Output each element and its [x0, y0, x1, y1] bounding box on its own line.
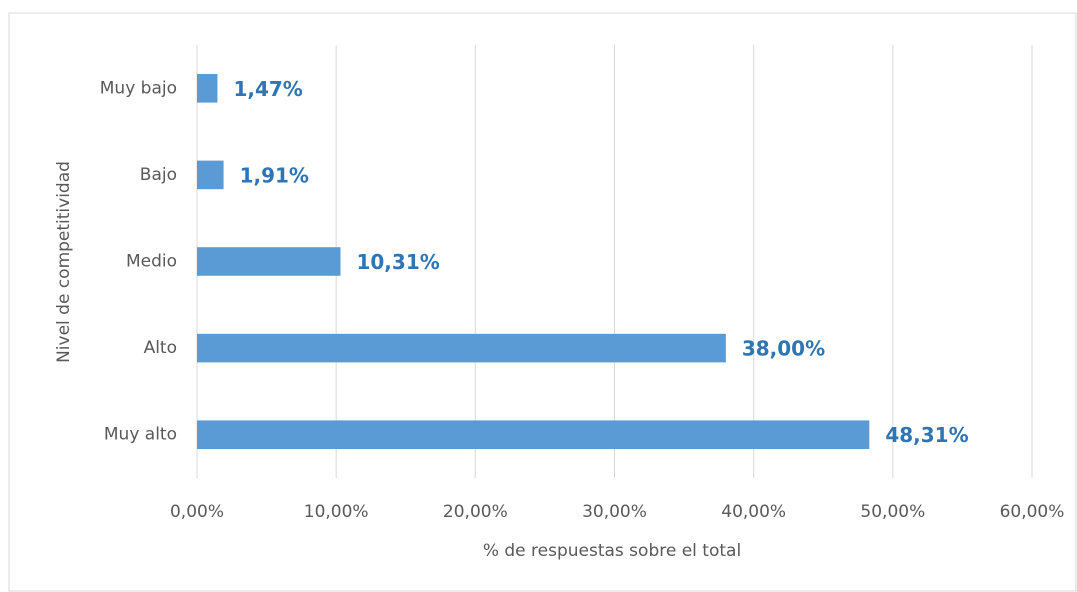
- x-tick-label: 20,00%: [443, 502, 508, 522]
- x-tick-label: 10,00%: [304, 502, 369, 522]
- y-tick-label: Muy bajo: [100, 78, 177, 98]
- data-label: 38,00%: [742, 337, 825, 361]
- y-tick-label: Medio: [126, 252, 177, 272]
- bar: [197, 333, 726, 363]
- bar: [197, 420, 870, 449]
- x-tick-label: 50,00%: [860, 502, 925, 522]
- x-tick-label: 40,00%: [721, 502, 786, 522]
- y-tick-label: Alto: [144, 338, 177, 358]
- x-axis-title: % de respuestas sobre el total: [483, 541, 741, 561]
- bar: [197, 247, 341, 276]
- y-tick-label: Bajo: [140, 165, 177, 185]
- x-tick-label: 0,00%: [170, 502, 224, 522]
- data-label: 48,31%: [885, 423, 968, 447]
- x-tick-label: 30,00%: [582, 502, 647, 522]
- data-label: 10,31%: [356, 250, 439, 274]
- chart-frame: [8, 12, 1077, 592]
- bar: [197, 74, 218, 103]
- bar: [197, 160, 224, 190]
- y-tick-label: Muy alto: [104, 425, 177, 445]
- x-tick-label: 60,00%: [1000, 502, 1065, 522]
- data-label: 1,47%: [233, 77, 302, 101]
- data-label: 1,91%: [240, 163, 309, 187]
- y-axis-title: Nivel de competitividad: [54, 161, 74, 363]
